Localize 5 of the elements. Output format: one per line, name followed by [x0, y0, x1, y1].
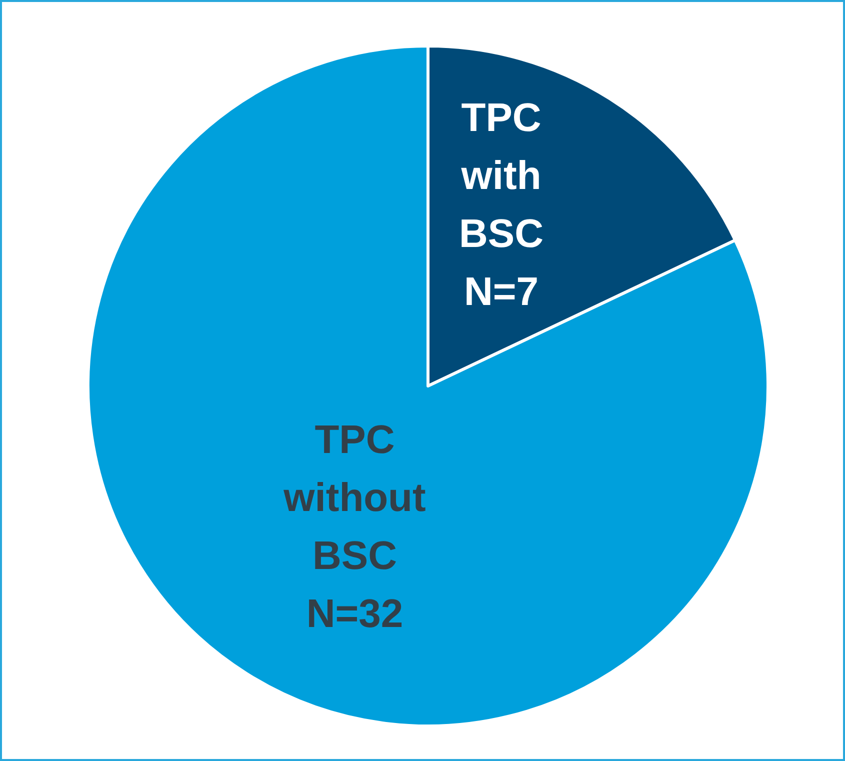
pie-slice — [86, 44, 769, 728]
slice-label: TPC without BSC — [282, 418, 426, 578]
data-label: N=7 — [464, 270, 539, 314]
slice-label: TPC with BSC — [459, 96, 544, 256]
data-label: N=32 — [306, 592, 404, 636]
